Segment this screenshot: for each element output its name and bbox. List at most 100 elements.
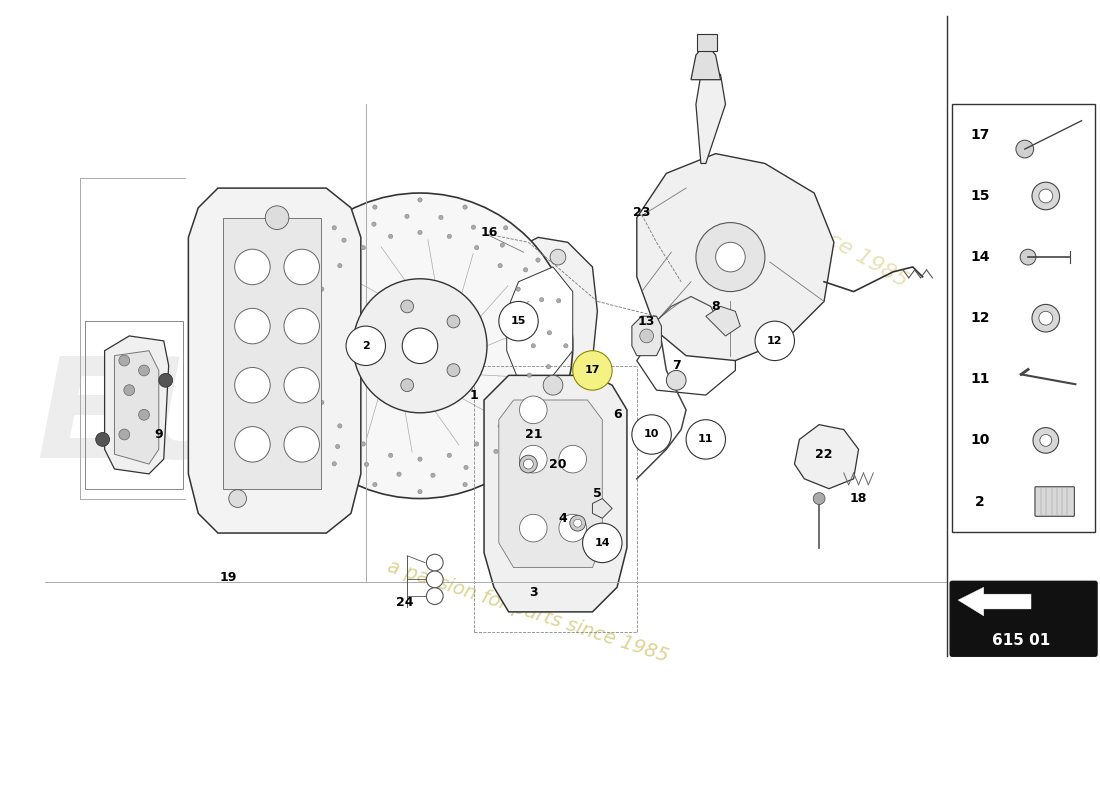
Circle shape bbox=[516, 287, 520, 291]
Text: 4: 4 bbox=[559, 512, 568, 525]
Circle shape bbox=[631, 414, 671, 454]
Text: 615 01: 615 01 bbox=[992, 633, 1050, 648]
Polygon shape bbox=[114, 350, 158, 464]
Text: 15: 15 bbox=[970, 189, 990, 203]
Circle shape bbox=[289, 322, 294, 327]
Circle shape bbox=[373, 482, 377, 486]
Circle shape bbox=[353, 278, 487, 413]
Text: 9: 9 bbox=[154, 428, 163, 441]
Circle shape bbox=[504, 226, 508, 230]
Circle shape bbox=[300, 430, 304, 434]
Text: 24: 24 bbox=[396, 595, 414, 609]
Circle shape bbox=[346, 326, 385, 366]
Text: 11: 11 bbox=[698, 434, 714, 445]
Circle shape bbox=[550, 250, 565, 265]
Text: 16: 16 bbox=[481, 226, 497, 239]
Circle shape bbox=[267, 193, 573, 498]
Text: since 1985: since 1985 bbox=[796, 213, 911, 291]
Circle shape bbox=[317, 262, 321, 266]
Circle shape bbox=[403, 328, 438, 363]
Circle shape bbox=[272, 344, 276, 348]
Circle shape bbox=[158, 374, 173, 387]
Circle shape bbox=[518, 426, 522, 430]
Circle shape bbox=[1016, 140, 1034, 158]
Circle shape bbox=[320, 400, 324, 405]
Circle shape bbox=[696, 222, 764, 291]
Circle shape bbox=[124, 385, 134, 395]
Circle shape bbox=[234, 308, 271, 344]
Polygon shape bbox=[631, 316, 661, 356]
Circle shape bbox=[308, 373, 312, 378]
Text: 19: 19 bbox=[219, 571, 236, 584]
Polygon shape bbox=[104, 336, 168, 474]
Text: 15: 15 bbox=[510, 316, 526, 326]
Text: 21: 21 bbox=[525, 428, 542, 441]
Circle shape bbox=[504, 462, 508, 466]
Circle shape bbox=[418, 490, 422, 494]
Circle shape bbox=[557, 298, 561, 303]
Text: 11: 11 bbox=[970, 372, 990, 386]
Circle shape bbox=[288, 357, 293, 361]
Text: 12: 12 bbox=[970, 311, 990, 325]
Circle shape bbox=[388, 234, 393, 238]
Text: 17: 17 bbox=[585, 366, 601, 375]
Circle shape bbox=[559, 446, 586, 473]
Circle shape bbox=[447, 315, 460, 328]
Circle shape bbox=[543, 375, 563, 395]
Circle shape bbox=[1040, 434, 1052, 446]
Circle shape bbox=[418, 230, 422, 234]
Circle shape bbox=[338, 424, 342, 428]
Circle shape bbox=[531, 344, 536, 348]
Text: 12: 12 bbox=[767, 336, 782, 346]
Circle shape bbox=[498, 424, 503, 428]
Circle shape bbox=[372, 222, 376, 226]
FancyBboxPatch shape bbox=[953, 104, 1096, 532]
Circle shape bbox=[537, 397, 541, 402]
Circle shape bbox=[1032, 305, 1059, 332]
Circle shape bbox=[336, 444, 340, 449]
Circle shape bbox=[498, 302, 538, 341]
Polygon shape bbox=[494, 238, 597, 405]
Circle shape bbox=[400, 378, 414, 391]
Polygon shape bbox=[593, 498, 613, 518]
FancyBboxPatch shape bbox=[950, 582, 1097, 656]
Circle shape bbox=[559, 514, 586, 542]
Polygon shape bbox=[498, 400, 603, 567]
Circle shape bbox=[284, 426, 319, 462]
Text: 6: 6 bbox=[613, 408, 621, 422]
Circle shape bbox=[234, 250, 271, 285]
Polygon shape bbox=[958, 587, 1031, 616]
Circle shape bbox=[234, 367, 271, 403]
Circle shape bbox=[539, 298, 543, 302]
Circle shape bbox=[516, 400, 520, 405]
Circle shape bbox=[524, 268, 528, 272]
Text: 23: 23 bbox=[632, 206, 650, 219]
Circle shape bbox=[500, 243, 505, 247]
Circle shape bbox=[686, 420, 726, 459]
Polygon shape bbox=[706, 306, 740, 336]
Text: 10: 10 bbox=[970, 434, 990, 447]
Text: 2: 2 bbox=[975, 494, 984, 509]
Text: 8: 8 bbox=[712, 300, 719, 313]
Circle shape bbox=[439, 215, 443, 219]
Circle shape bbox=[119, 355, 130, 366]
Circle shape bbox=[464, 466, 469, 470]
Circle shape bbox=[755, 321, 794, 361]
Circle shape bbox=[284, 250, 319, 285]
Circle shape bbox=[1033, 427, 1058, 454]
Circle shape bbox=[300, 258, 304, 262]
Text: a passion for parts since 1985: a passion for parts since 1985 bbox=[385, 558, 671, 666]
Circle shape bbox=[139, 365, 150, 376]
Circle shape bbox=[405, 214, 409, 218]
Text: 14: 14 bbox=[970, 250, 990, 264]
Text: 3: 3 bbox=[529, 586, 538, 598]
Circle shape bbox=[474, 442, 478, 446]
Circle shape bbox=[557, 389, 561, 393]
Text: 22: 22 bbox=[815, 448, 833, 461]
Circle shape bbox=[400, 300, 414, 313]
Circle shape bbox=[519, 455, 537, 473]
Circle shape bbox=[305, 344, 309, 348]
Circle shape bbox=[519, 514, 547, 542]
Circle shape bbox=[312, 419, 317, 424]
Circle shape bbox=[547, 330, 551, 335]
